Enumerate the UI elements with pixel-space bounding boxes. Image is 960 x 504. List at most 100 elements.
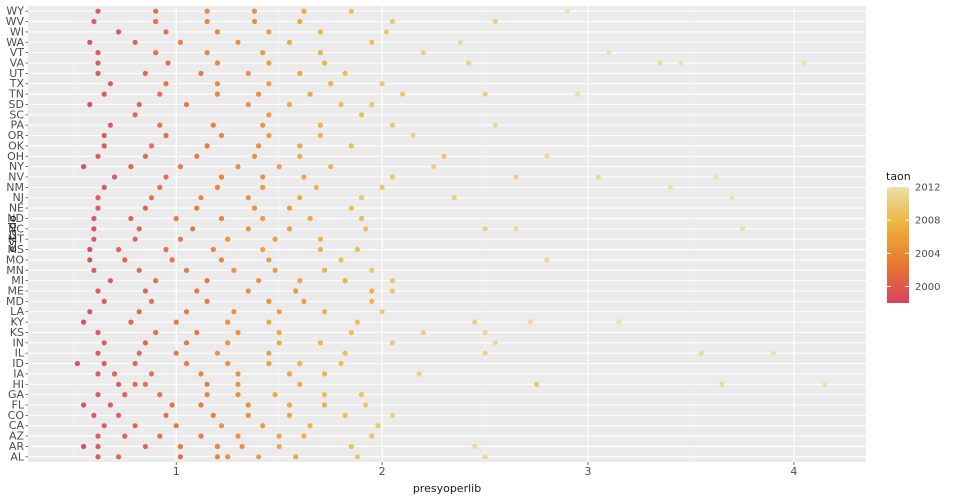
data-point: [204, 50, 210, 56]
data-point: [657, 60, 663, 66]
data-point: [286, 412, 293, 418]
color-legend: taon 2000 2004 2008 2012: [886, 170, 940, 303]
data-point: [173, 423, 179, 429]
data-point: [122, 257, 128, 263]
data-point: [218, 215, 225, 222]
y-tick-label: IN: [13, 336, 24, 349]
data-point: [194, 153, 200, 159]
data-point: [297, 360, 303, 367]
data-point: [107, 122, 113, 128]
data-point: [379, 81, 385, 87]
data-point: [266, 298, 272, 304]
data-point: [142, 443, 148, 450]
data-point: [101, 298, 107, 304]
data-point: [218, 423, 225, 429]
data-point: [163, 246, 169, 253]
legend-tick-label: 2000: [915, 282, 940, 293]
data-point: [136, 101, 142, 108]
data-point: [177, 164, 183, 170]
y-tick-label: WV: [6, 15, 25, 28]
data-point: [245, 226, 251, 232]
data-point: [527, 319, 534, 325]
y-tick-label: AR: [9, 440, 25, 453]
data-point: [101, 91, 107, 97]
data-point: [301, 8, 307, 14]
data-point: [136, 309, 142, 315]
y-tick-label: PA: [11, 119, 25, 132]
data-point: [276, 340, 282, 346]
data-point: [169, 402, 175, 408]
data-point: [235, 371, 241, 377]
data-point: [276, 329, 282, 336]
data-point: [260, 246, 266, 253]
data-point: [95, 50, 101, 56]
data-point: [260, 423, 266, 429]
data-point: [95, 329, 101, 336]
data-point: [81, 443, 87, 450]
data-point: [260, 184, 266, 190]
data-point: [328, 81, 334, 87]
data-point: [116, 454, 122, 460]
y-tick-label: VT: [10, 46, 25, 59]
data-point: [165, 60, 171, 66]
data-point: [245, 101, 251, 108]
data-point: [122, 392, 128, 398]
data-point: [210, 412, 216, 418]
legend-tick-label: 2012: [915, 183, 940, 194]
data-point: [410, 132, 416, 139]
data-point: [348, 8, 354, 14]
data-point: [116, 412, 122, 418]
data-point: [457, 39, 463, 45]
data-point: [297, 153, 303, 159]
data-point: [169, 257, 175, 263]
legend-tick-label: 2004: [915, 249, 940, 260]
data-point: [87, 246, 93, 253]
data-point: [379, 309, 385, 315]
data-point: [342, 70, 348, 76]
data-point: [251, 153, 258, 159]
x-axis-ticks: 1 2 3 4: [173, 462, 797, 478]
data-point: [122, 433, 128, 439]
data-point: [107, 81, 113, 87]
data-point: [321, 402, 328, 408]
data-point: [198, 70, 204, 76]
data-point: [482, 329, 488, 336]
data-point: [142, 70, 148, 76]
y-tick-label: OK: [8, 139, 25, 152]
data-point: [95, 205, 101, 211]
data-point: [328, 164, 334, 170]
data-point: [210, 122, 216, 128]
data-point: [157, 433, 163, 439]
data-point: [91, 267, 97, 273]
data-point: [266, 257, 272, 263]
data-point: [163, 81, 169, 87]
data-point: [95, 350, 101, 356]
data-point: [173, 215, 179, 222]
data-point: [256, 278, 262, 284]
data-point: [301, 298, 307, 304]
data-point: [87, 39, 93, 45]
data-point: [95, 288, 101, 294]
data-point: [101, 423, 107, 429]
data-point: [389, 174, 395, 180]
data-point: [194, 329, 200, 336]
y-tick-label: IL: [15, 347, 25, 360]
data-point: [534, 381, 540, 387]
y-tick-label: OR: [8, 129, 25, 142]
data-point: [225, 454, 231, 460]
y-tick-label: TX: [9, 77, 25, 90]
data-point: [204, 298, 210, 304]
data-point: [260, 174, 266, 180]
data-point: [95, 392, 101, 398]
data-point: [321, 267, 328, 273]
legend-colorbar: [887, 187, 909, 303]
y-tick-label: CO: [8, 409, 25, 422]
data-point: [245, 412, 251, 418]
data-point: [420, 50, 426, 56]
data-point: [214, 443, 220, 450]
data-point: [260, 122, 266, 128]
data-point: [157, 184, 163, 190]
data-point: [266, 350, 272, 356]
data-point: [225, 340, 231, 346]
data-point: [359, 392, 365, 398]
